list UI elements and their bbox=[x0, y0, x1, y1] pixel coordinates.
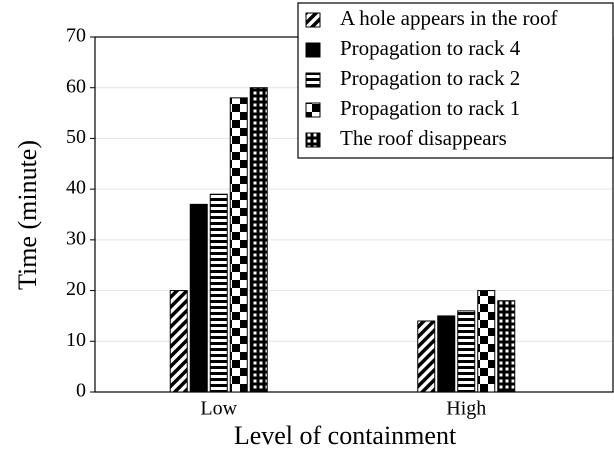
legend-label: Propagation to rack 4 bbox=[340, 36, 521, 60]
legend-label: The roof disappears bbox=[340, 126, 507, 150]
bar bbox=[249, 87, 268, 393]
x-tick-label: High bbox=[446, 398, 486, 420]
legend-swatch bbox=[305, 132, 321, 148]
x-axis-label: Level of containment bbox=[234, 421, 457, 450]
bar bbox=[209, 193, 228, 393]
bar bbox=[189, 203, 208, 393]
y-tick-label: 10 bbox=[66, 329, 86, 351]
y-tick-label: 0 bbox=[76, 380, 86, 402]
legend-swatch bbox=[305, 72, 321, 88]
legend-label: Propagation to rack 2 bbox=[340, 66, 520, 90]
legend-label: A hole appears in the roof bbox=[340, 6, 558, 30]
bar bbox=[229, 97, 248, 393]
bar bbox=[417, 320, 436, 393]
legend-swatch bbox=[305, 102, 321, 118]
y-tick-label: 20 bbox=[66, 278, 86, 300]
y-tick-label: 50 bbox=[66, 126, 86, 148]
legend-label: Propagation to rack 1 bbox=[340, 96, 520, 120]
x-tick-label: Low bbox=[200, 398, 237, 420]
y-tick-label: 70 bbox=[66, 25, 86, 47]
y-tick-label: 40 bbox=[66, 177, 86, 199]
legend-swatch bbox=[305, 42, 321, 58]
bar bbox=[169, 290, 188, 393]
bar bbox=[437, 315, 456, 393]
bar bbox=[497, 300, 516, 393]
y-tick-label: 60 bbox=[66, 75, 86, 97]
bar bbox=[477, 290, 496, 393]
y-axis-label: Time (minute) bbox=[13, 140, 42, 290]
y-tick-label: 30 bbox=[66, 227, 86, 249]
legend-swatch bbox=[305, 12, 321, 28]
legend-box bbox=[297, 2, 614, 159]
bar bbox=[457, 310, 476, 393]
